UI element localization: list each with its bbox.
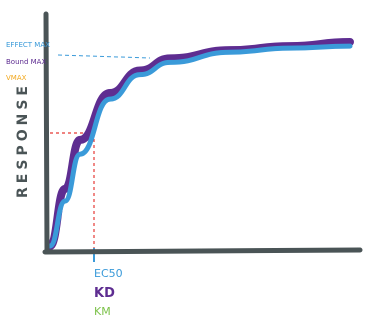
km-label: KM <box>94 305 111 318</box>
bound-max-label: Bound MAX <box>6 58 46 66</box>
effect-max-guide <box>57 54 151 59</box>
series-line-0 <box>46 38 354 250</box>
ec50-label: EC50 <box>94 267 123 280</box>
vmax-label: VMAX <box>6 74 27 82</box>
series-line-1 <box>47 43 353 249</box>
kd-label: KD <box>94 286 115 301</box>
effect-max-label: EFFECT MAX <box>6 41 50 49</box>
y-axis-label: RESPONSE <box>15 82 31 198</box>
y-axis <box>43 11 50 255</box>
x-axis <box>42 247 363 255</box>
